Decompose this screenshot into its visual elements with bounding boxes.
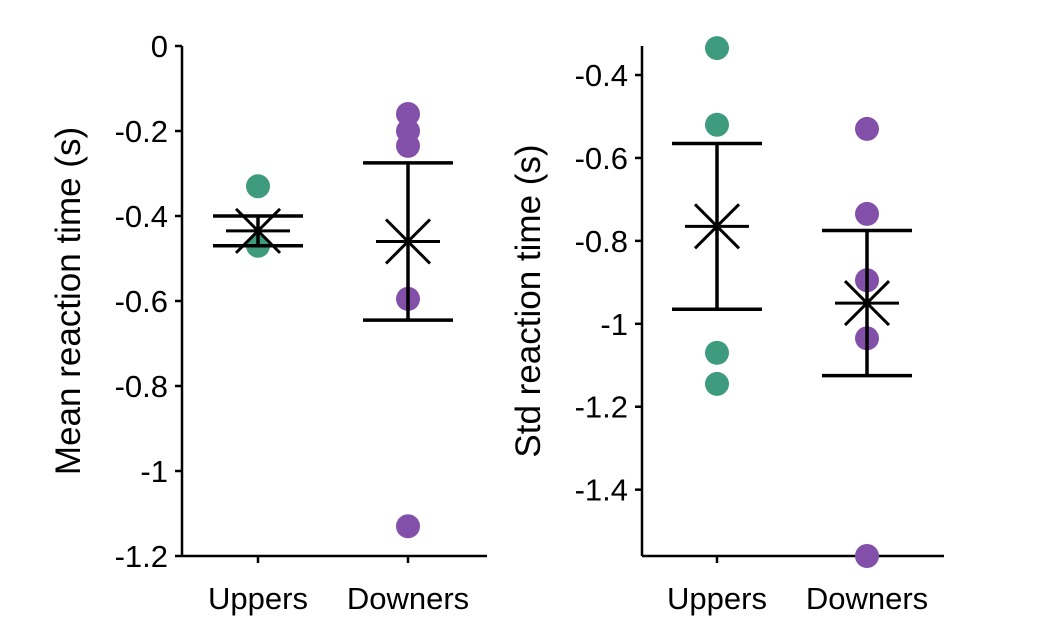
y-tick-label: -1.4 bbox=[575, 473, 628, 508]
data-point bbox=[855, 544, 879, 568]
y-tick-label: -0.6 bbox=[115, 284, 168, 319]
x-category-label: Uppers bbox=[208, 581, 308, 616]
data-point bbox=[855, 201, 879, 226]
mean-marker bbox=[376, 218, 440, 265]
y-axis-title: Std reaction time (s) bbox=[509, 144, 548, 457]
data-point bbox=[855, 116, 879, 141]
y-tick-label: -0.4 bbox=[575, 58, 628, 93]
y-tick-label: -1 bbox=[140, 454, 168, 489]
data-point bbox=[246, 174, 270, 199]
y-tick-label: -0.2 bbox=[115, 114, 168, 149]
y-tick-label: -0.8 bbox=[115, 369, 168, 404]
mean-marker bbox=[835, 280, 899, 327]
data-point bbox=[396, 102, 420, 126]
y-tick-label: -0.4 bbox=[115, 199, 168, 234]
y-tick-label: -1.2 bbox=[115, 539, 168, 574]
data-point bbox=[705, 112, 729, 137]
y-tick-label: -1.2 bbox=[575, 390, 628, 425]
mean-marker bbox=[685, 203, 749, 250]
panel-1: 0 -0.2 -0.4 -0.6 -0.8 -1 -1.2 Uppers Downers Mean… bbox=[49, 29, 487, 616]
x-category-label: Downers bbox=[347, 581, 469, 616]
y-tick-label: 0 bbox=[151, 29, 168, 64]
data-point bbox=[705, 340, 729, 365]
x-category-label: Uppers bbox=[667, 581, 767, 616]
data-point bbox=[705, 371, 729, 396]
data-point bbox=[705, 36, 729, 61]
y-tick-label: -1 bbox=[600, 307, 628, 342]
mean-marker bbox=[226, 207, 290, 254]
data-point bbox=[396, 514, 420, 539]
y-axis-title: Mean reaction time (s) bbox=[49, 127, 88, 475]
y-tick-label: -0.6 bbox=[575, 141, 628, 176]
data-point bbox=[396, 133, 420, 158]
x-category-label: Downers bbox=[806, 581, 928, 616]
y-tick-label: -0.8 bbox=[575, 224, 628, 259]
panel-2: -0.4 -0.6 -0.8 -1 -1.2 -1.4 Uppers Downers Std r… bbox=[509, 36, 944, 616]
